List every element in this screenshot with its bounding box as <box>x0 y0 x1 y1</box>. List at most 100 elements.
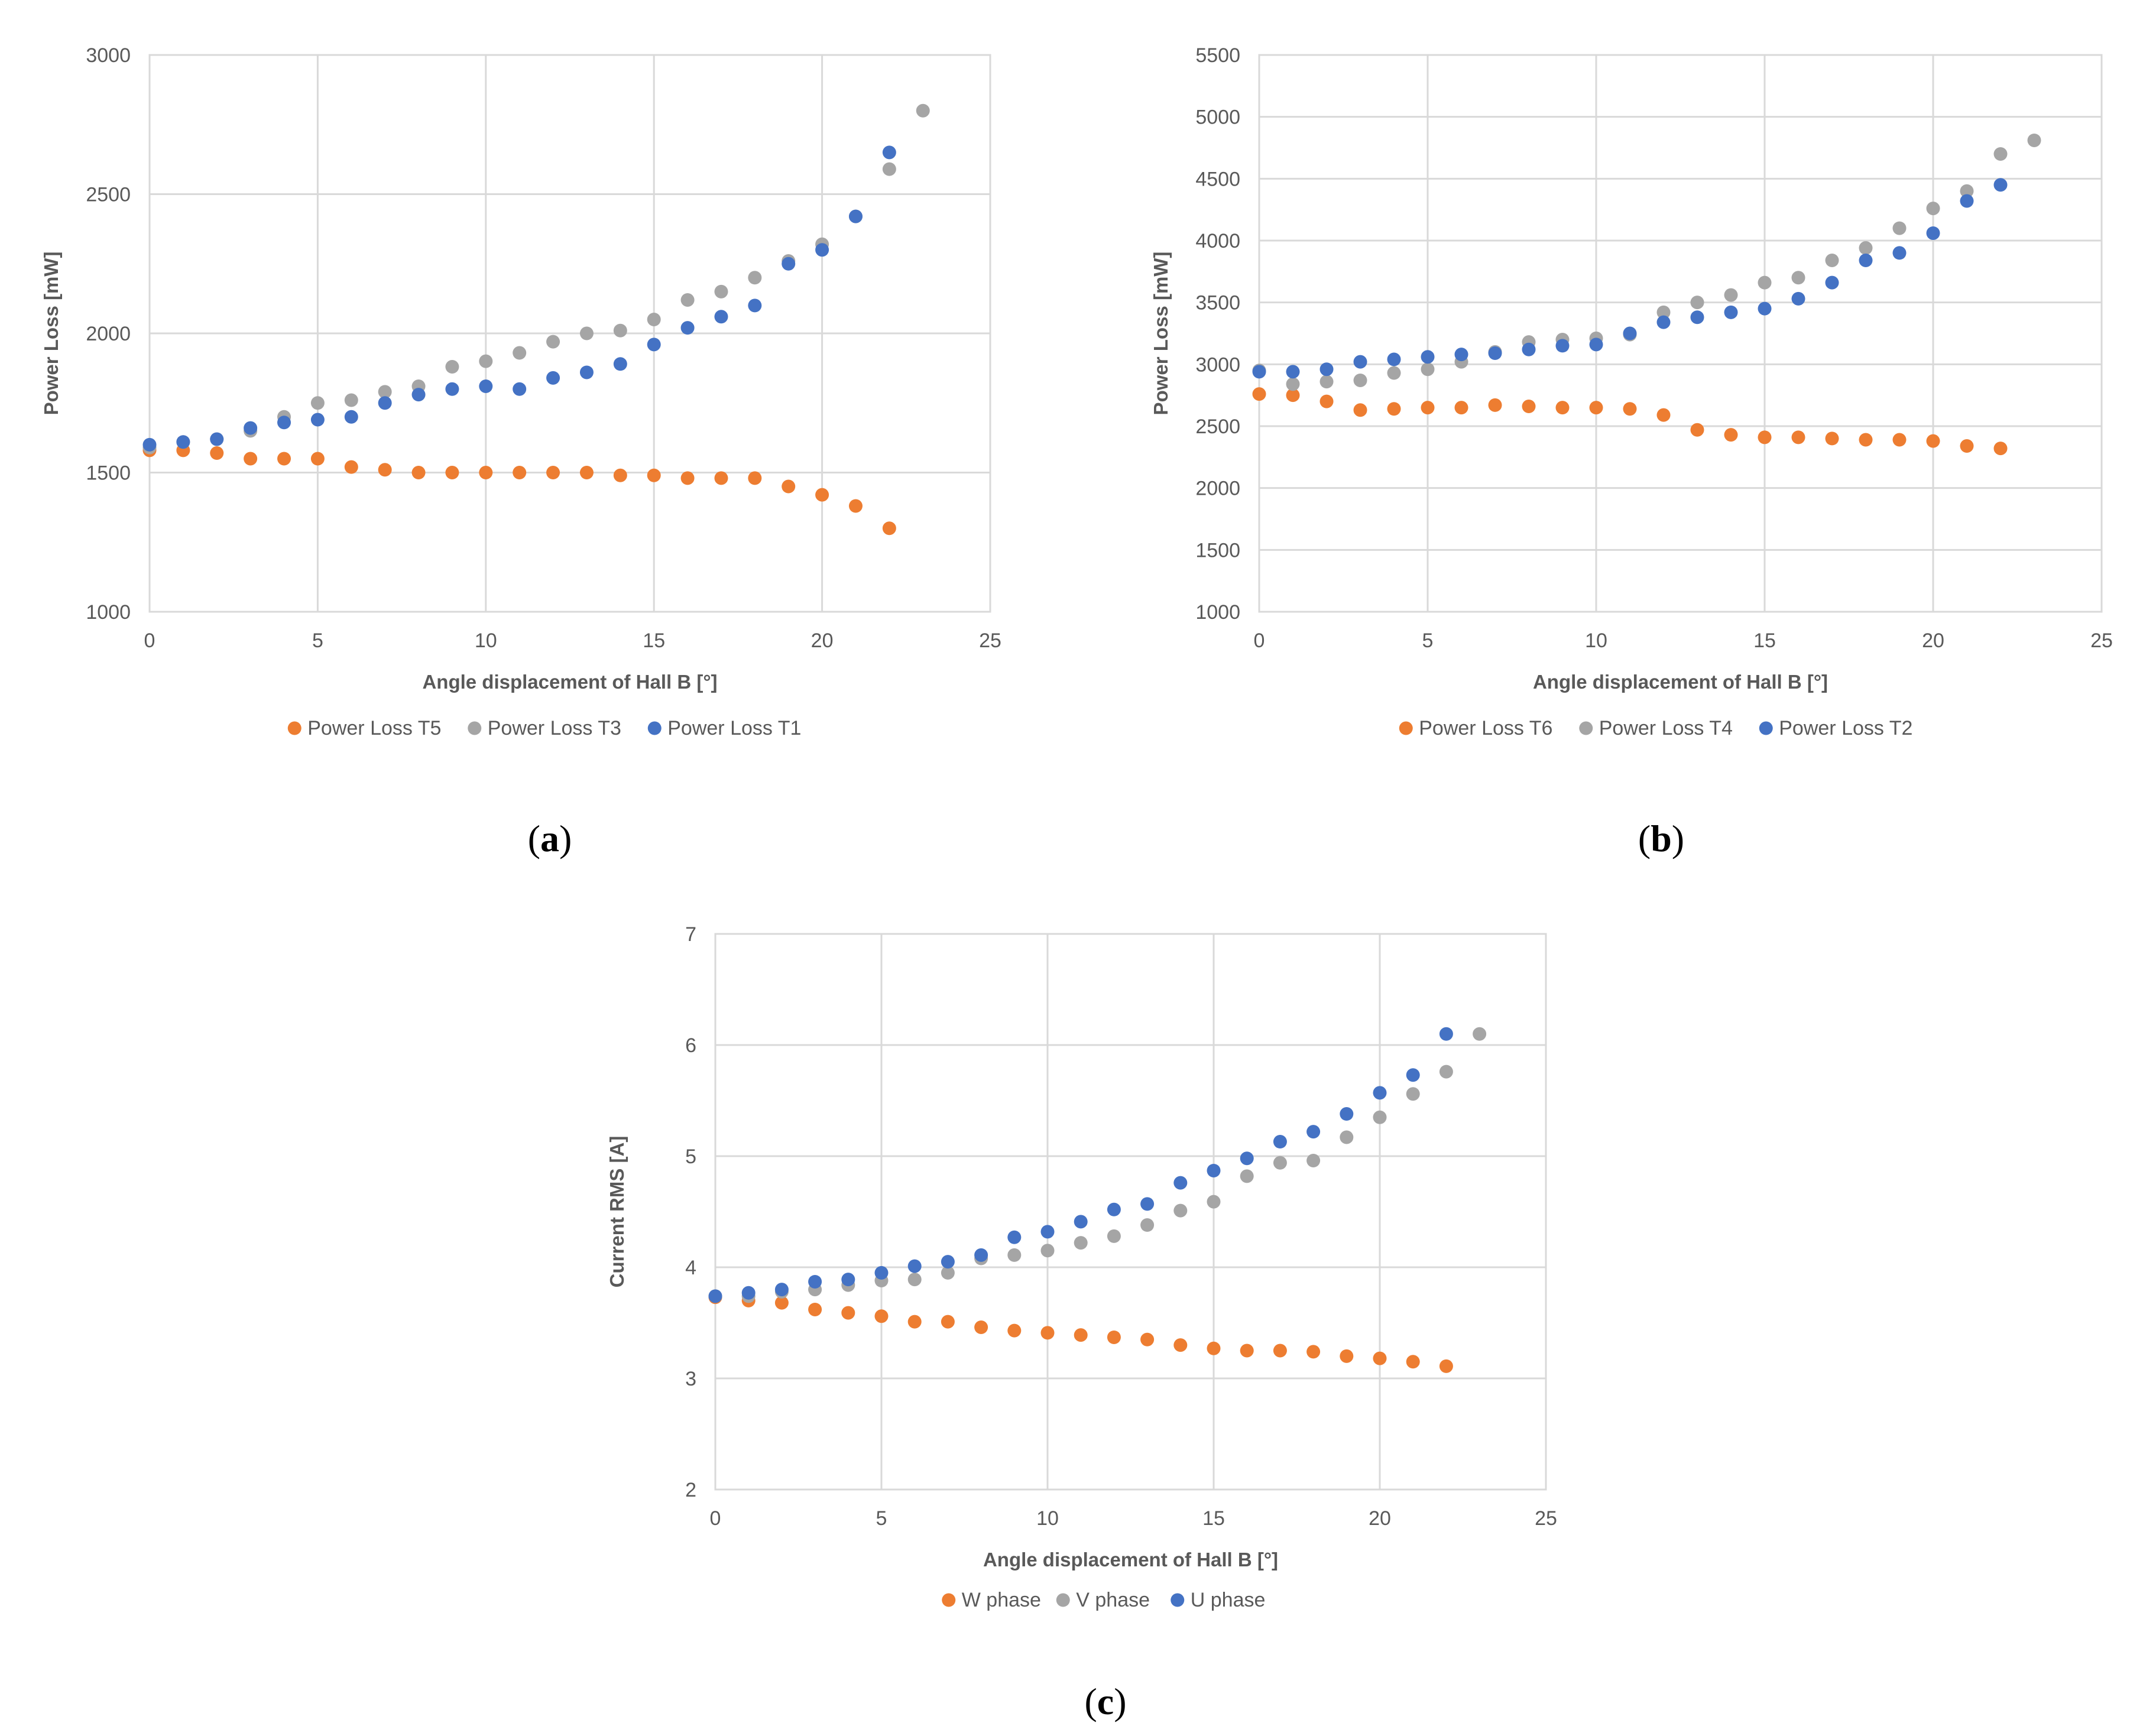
data-point <box>1140 1332 1155 1346</box>
data-point <box>1107 1330 1121 1344</box>
legend-label: W phase <box>962 1589 1041 1611</box>
data-point <box>941 1255 955 1269</box>
data-point <box>1656 408 1671 422</box>
y-tick-label: 4000 <box>1195 230 1240 252</box>
data-point <box>1724 428 1738 442</box>
data-point <box>1656 315 1671 329</box>
data-point <box>1319 394 1334 408</box>
y-axis-title: Power Loss [mW] <box>40 252 62 416</box>
data-point <box>680 293 695 307</box>
data-point <box>741 1286 756 1300</box>
legend-label: Power Loss T5 <box>307 717 441 739</box>
data-point <box>1319 362 1334 377</box>
data-point <box>344 393 358 407</box>
data-point <box>714 284 728 298</box>
data-point <box>1791 271 1805 285</box>
y-tick-label: 5000 <box>1195 106 1240 129</box>
data-point <box>1306 1154 1321 1168</box>
y-tick-label: 2000 <box>86 323 131 345</box>
data-point <box>1791 291 1805 306</box>
data-point <box>1207 1163 1221 1177</box>
data-point <box>714 471 728 485</box>
data-point <box>1306 1125 1321 1139</box>
y-tick-label: 5 <box>685 1146 696 1168</box>
data-point <box>1690 296 1704 310</box>
data-point <box>1007 1323 1022 1338</box>
data-point <box>916 103 930 118</box>
y-tick-label: 2000 <box>1195 478 1240 500</box>
data-point <box>907 1259 922 1273</box>
data-point <box>1373 1110 1387 1124</box>
series-w-phase <box>708 1290 1453 1373</box>
data-point <box>1273 1344 1287 1358</box>
data-point <box>1439 1359 1453 1373</box>
data-point <box>1589 401 1603 415</box>
data-point <box>1825 431 1839 446</box>
data-point <box>513 346 527 360</box>
data-point <box>1286 377 1300 391</box>
series-power-loss-t6 <box>1252 387 2008 456</box>
data-point <box>1252 365 1266 379</box>
data-point <box>1387 402 1401 416</box>
y-tick-label: 4 <box>685 1257 696 1279</box>
series-u-phase <box>708 1027 1453 1303</box>
data-point <box>882 162 896 176</box>
data-point <box>782 479 796 494</box>
legend-marker <box>1759 721 1773 735</box>
data-point <box>1993 147 2008 161</box>
legend: W phase V phase U phase <box>942 1589 1265 1611</box>
x-tick-label: 10 <box>1585 629 1607 652</box>
data-point <box>782 257 796 271</box>
data-point <box>815 243 829 257</box>
data-point <box>1926 226 1940 240</box>
y-tick-label: 3000 <box>86 44 131 67</box>
data-point <box>310 452 325 466</box>
plot-frame <box>714 933 1547 1491</box>
x-axis-title: Angle displacement of Hall B [°] <box>422 671 717 693</box>
data-point <box>546 466 560 479</box>
data-point <box>848 499 863 513</box>
data-point <box>1439 1027 1453 1041</box>
data-point <box>1473 1027 1487 1041</box>
data-point <box>1690 310 1704 325</box>
chart-panel-a: 0 5 10 15 20 25 1000 1500 2000 2500 3000 Angle disp… <box>40 44 1001 739</box>
data-point <box>1421 401 1435 415</box>
data-point <box>1758 430 1772 444</box>
data-point <box>1173 1203 1188 1218</box>
data-point <box>1240 1151 1254 1166</box>
data-point <box>1074 1215 1088 1229</box>
legend-label: Power Loss T3 <box>488 717 621 739</box>
legend-marker <box>1399 721 1413 735</box>
plot-frame <box>1258 54 2103 613</box>
data-point <box>1173 1338 1188 1352</box>
data-point <box>445 466 459 479</box>
legend-label: Power Loss T1 <box>667 717 801 739</box>
data-point <box>613 357 627 371</box>
legend-label: Power Loss T4 <box>1599 717 1733 739</box>
data-point <box>176 435 190 449</box>
x-tick-label: 15 <box>1202 1507 1225 1530</box>
data-point <box>808 1274 822 1289</box>
data-point <box>1522 400 1536 414</box>
x-tick-label: 0 <box>710 1507 721 1530</box>
x-tick-label: 20 <box>811 629 834 652</box>
data-point <box>513 382 527 396</box>
plot-frame <box>148 54 991 613</box>
data-point <box>1406 1068 1420 1082</box>
data-point <box>1353 374 1367 388</box>
data-point <box>411 466 426 479</box>
data-point <box>546 371 560 385</box>
data-point <box>1252 387 1266 401</box>
data-point <box>1353 355 1367 369</box>
data-point <box>1926 202 1940 216</box>
y-tick-label: 1000 <box>1195 601 1240 624</box>
chart-panel-c: 0 5 10 15 20 25 2 3 4 5 6 7 Angle displacement of Ha… <box>606 923 1557 1611</box>
data-point <box>1724 305 1738 319</box>
data-point <box>1373 1086 1387 1100</box>
data-point <box>647 338 661 352</box>
y-tick-label: 1500 <box>86 462 131 485</box>
data-point <box>378 385 392 399</box>
data-point <box>1555 401 1570 415</box>
data-point <box>1306 1345 1321 1359</box>
